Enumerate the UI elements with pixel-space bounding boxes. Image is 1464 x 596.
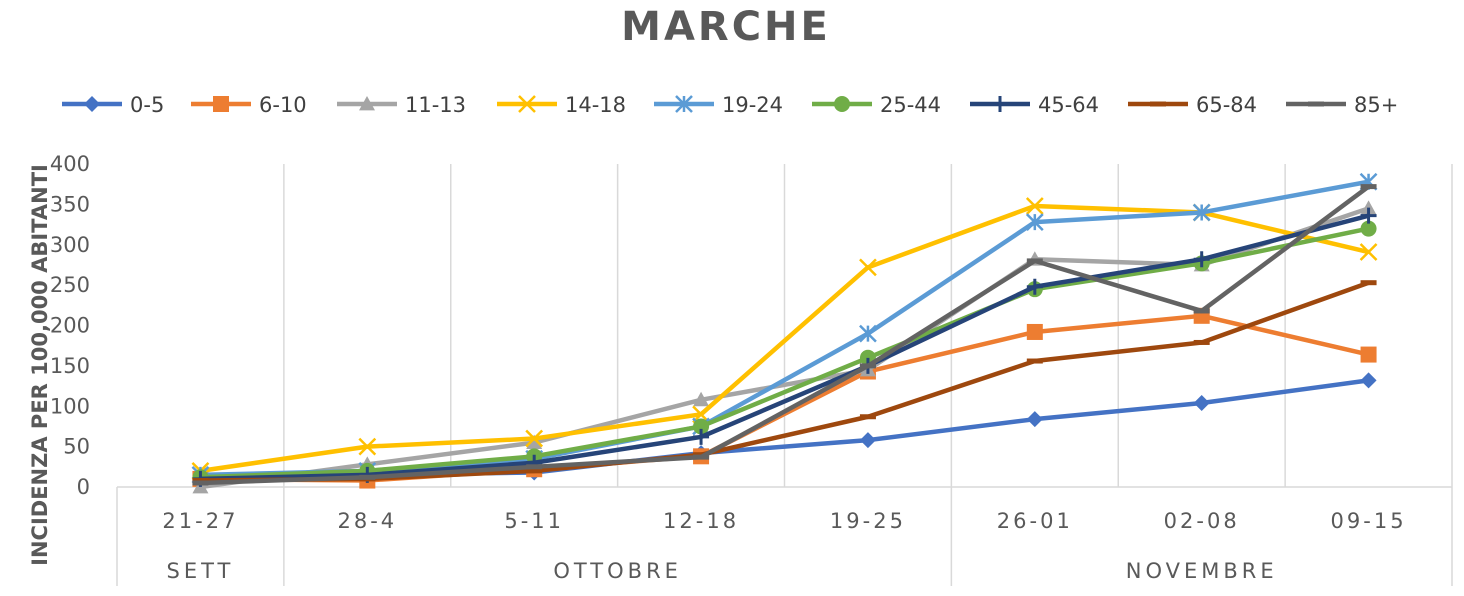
legend-label: 11-13 [405, 93, 466, 117]
legend-item: 65-84 [1128, 93, 1257, 117]
data-point [526, 464, 543, 470]
data-point [693, 391, 710, 407]
y-tick-label: 150 [50, 354, 90, 378]
series-85+ [192, 184, 1377, 486]
data-point [859, 363, 876, 369]
x-tick-label: 12-18 [663, 509, 739, 533]
data-point [1359, 243, 1378, 261]
data-point [1026, 258, 1043, 264]
data-point [1026, 358, 1043, 364]
data-point [693, 418, 710, 435]
data-point [1360, 280, 1377, 286]
data-point [526, 434, 543, 449]
data-point [1360, 207, 1377, 224]
series-line [200, 213, 1370, 482]
chart-title: MARCHE [621, 4, 831, 50]
legend-item: 45-64 [970, 93, 1099, 117]
legend-label: 65-84 [1196, 93, 1257, 117]
legend-marker [1308, 101, 1324, 107]
legend-item: 6-10 [191, 93, 307, 117]
y-tick-label: 350 [50, 192, 90, 216]
y-tick-label: 300 [50, 233, 90, 257]
legend-item: 14-18 [497, 93, 626, 117]
data-point [192, 480, 209, 486]
y-axis-ticks: 0 50 100 150 200 250 300 350 400 [50, 152, 90, 499]
x-tick-label: 19-25 [830, 509, 906, 533]
data-point [859, 324, 877, 343]
data-point [1360, 372, 1377, 389]
data-point [1193, 395, 1210, 412]
data-point [1026, 411, 1043, 428]
data-point [1025, 213, 1044, 232]
legend-marker [84, 96, 100, 112]
data-point [1192, 203, 1211, 222]
legend-label: 85+ [1354, 93, 1398, 117]
x-axis: 21-27 28-4 5-11 12-18 19-25 26-01 02-08 09-15 SE… [116, 486, 1453, 586]
series-line [200, 184, 1370, 486]
y-tick-label: 400 [50, 152, 90, 176]
x-tick-label: 26-01 [997, 509, 1073, 533]
x-tick-label: 02-08 [1164, 509, 1240, 533]
legend: 0-5 6-10 11-13 14-18 19-24 25-44 45-64 65-84 85+ [62, 93, 1398, 117]
legend-item: 0-5 [62, 93, 164, 117]
x-group-label: NOVEMBRE [1126, 559, 1278, 583]
data-point [693, 428, 710, 445]
x-tick-label: 21-27 [162, 509, 238, 533]
x-group-label: OTTOBRE [553, 559, 682, 583]
data-point [1360, 346, 1377, 363]
data-point [859, 414, 876, 420]
legend-marker [213, 96, 229, 112]
data-point [359, 474, 376, 480]
series-line [200, 226, 1370, 480]
legend-marker [834, 96, 850, 112]
y-tick-label: 250 [50, 273, 90, 297]
legend-marker [992, 96, 1008, 112]
data-point [859, 432, 876, 449]
legend-label: 19-24 [722, 93, 783, 117]
legend-label: 0-5 [130, 93, 164, 117]
legend-label: 14-18 [565, 93, 626, 117]
y-axis-label: INCIDENZA PER 100,000 ABITANTI [28, 164, 52, 566]
legend-marker [1150, 101, 1166, 107]
data-point [1193, 308, 1210, 314]
data-point [1193, 251, 1210, 268]
y-tick-label: 0 [77, 475, 90, 499]
data-point [1026, 323, 1043, 340]
x-tick-label: 5-11 [504, 509, 564, 533]
data-point [1360, 184, 1377, 190]
series-layer [191, 172, 1378, 494]
legend-marker [675, 95, 693, 113]
data-point [1360, 200, 1377, 215]
legend-label: 25-44 [880, 93, 941, 117]
data-point [1025, 197, 1044, 215]
y-tick-label: 100 [50, 394, 90, 418]
data-point [859, 258, 877, 277]
data-point [525, 429, 544, 448]
x-tick-label: 09-15 [1331, 509, 1407, 533]
legend-item: 85+ [1286, 93, 1398, 117]
legend-marker [518, 95, 536, 113]
legend-item: 25-44 [812, 93, 941, 117]
data-point [693, 454, 710, 460]
series-line [200, 203, 1370, 474]
legend-item: 11-13 [337, 93, 466, 117]
data-point [526, 468, 543, 474]
y-tick-label: 200 [50, 314, 90, 338]
data-point [1360, 220, 1377, 237]
legend-marker [359, 96, 375, 111]
data-point [1193, 339, 1210, 345]
data-point [1026, 278, 1043, 295]
legend-label: 6-10 [259, 93, 307, 117]
legend-label: 45-64 [1038, 93, 1099, 117]
data-point [358, 437, 377, 456]
y-tick-label: 50 [63, 435, 90, 459]
legend-item: 19-24 [654, 93, 783, 117]
x-group-label: SETT [166, 559, 234, 583]
x-tick-label: 28-4 [337, 509, 397, 533]
